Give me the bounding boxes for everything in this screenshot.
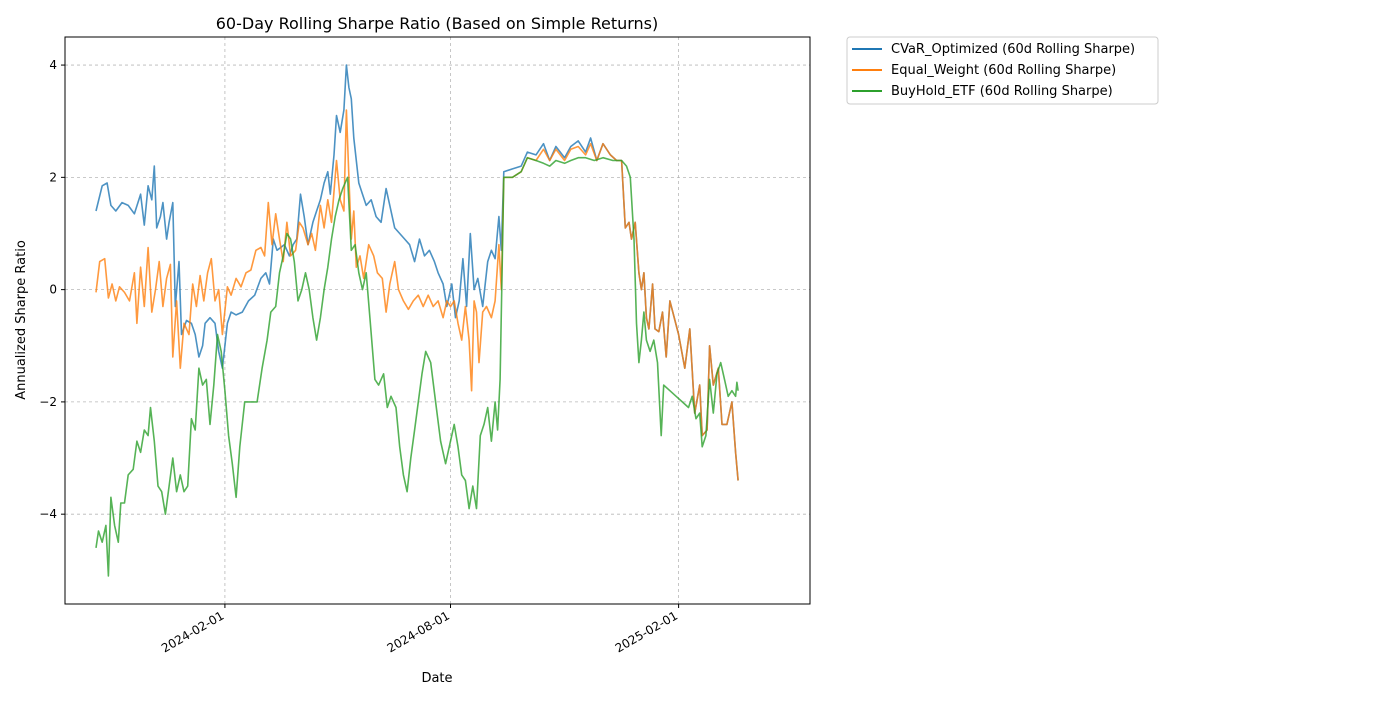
y-tick-label: 2 [49, 170, 57, 184]
y-tick-label: 4 [49, 58, 57, 72]
tick-layer: 4 2 0 −2 −4 2024-02-01 2024-08-01 2025-02-01 [39, 58, 680, 655]
x-tick-label: 2024-02-01 [159, 608, 226, 655]
legend-label: BuyHold_ETF (60d Rolling Sharpe) [891, 84, 1113, 99]
legend-frame [846, 36, 1159, 105]
y-axis-label: Annualized Sharpe Ratio [14, 240, 29, 400]
plot-area-frame [64, 36, 811, 605]
series-line-3 [95, 156, 739, 577]
x-axis-label: Date [421, 671, 452, 686]
grid-layer [65, 37, 810, 604]
y-tick-label: −4 [39, 507, 57, 521]
legend-label: CVaR_Optimized (60d Rolling Sharpe) [891, 42, 1135, 57]
y-tick-label: −2 [39, 395, 57, 409]
x-tick-label: 2025-02-01 [613, 608, 680, 655]
series-layer [95, 64, 739, 577]
series-line-1 [95, 64, 739, 481]
series-line-2 [95, 109, 739, 481]
chart-title: 60-Day Rolling Sharpe Ratio (Based on Si… [216, 14, 659, 33]
legend-label: Equal_Weight (60d Rolling Sharpe) [891, 63, 1116, 78]
legend-items: CVaR_Optimized (60d Rolling Sharpe) Equal… [852, 42, 1135, 99]
legend: CVaR_Optimized (60d Rolling Sharpe) Equal… [846, 36, 1159, 105]
y-tick-label: 0 [49, 283, 57, 297]
x-tick-label: 2024-08-01 [385, 608, 452, 655]
